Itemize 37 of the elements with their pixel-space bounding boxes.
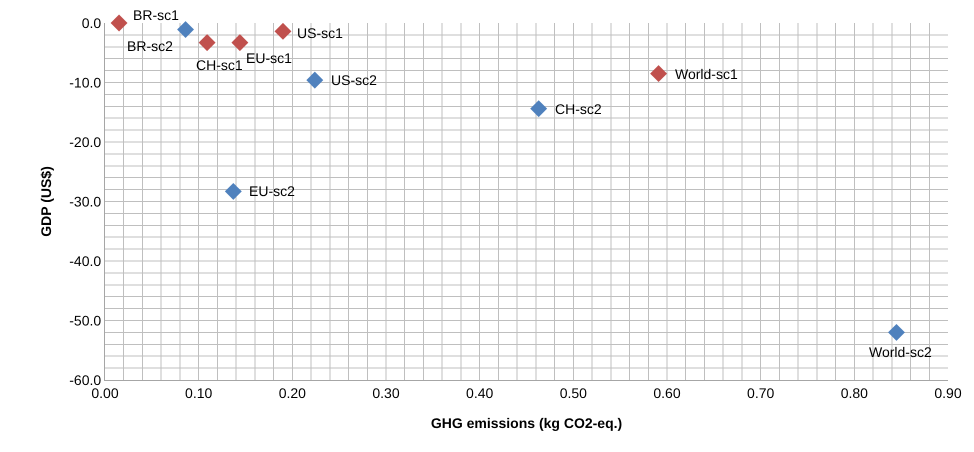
annotation: US-sc2 [331,72,378,88]
x-tick-label: 0.50 [560,384,588,401]
point [198,34,216,52]
y-tick-label: 0.0 [82,14,102,31]
x-tick-label: 0.90 [934,384,962,401]
annotation: EU-sc1 [246,50,292,66]
x-tick-label: 0.10 [185,384,213,401]
point [306,72,324,89]
x-axis-title: GHG emissions (kg CO2-eq.) [430,415,622,432]
point [177,21,194,38]
annotation: World-sc1 [675,66,738,82]
point [650,65,668,82]
annotation: CH-sc2 [555,101,602,117]
annotation: EU-sc2 [249,183,296,199]
point [530,100,548,118]
x-tick-label: 0.60 [653,384,681,401]
point [231,34,248,52]
x-tick-label: 0.30 [372,384,400,401]
x-tick-label: 0.70 [747,384,775,401]
x-tick-label: 0.20 [278,384,306,401]
point [110,14,128,32]
point [274,22,292,40]
x-tick-label: 0.40 [466,384,494,401]
annotation: CH-sc1 [196,57,243,73]
annotation: BR-sc1 [133,7,180,23]
y-tick-label: -10.0 [69,74,102,90]
annotation: US-sc1 [297,25,344,41]
y-tick-label: -20.0 [69,134,102,150]
point [888,324,905,341]
y-axis-title: GDP (US$) [38,166,54,237]
point [224,182,242,200]
annotation: World-sc2 [869,344,932,360]
y-tick-label: -30.0 [69,193,102,210]
x-tick-label: 0.80 [840,384,868,401]
y-tick-label: -50.0 [69,312,102,328]
annotation: BR-sc2 [127,38,174,54]
y-tick-label: -40.0 [69,252,102,269]
